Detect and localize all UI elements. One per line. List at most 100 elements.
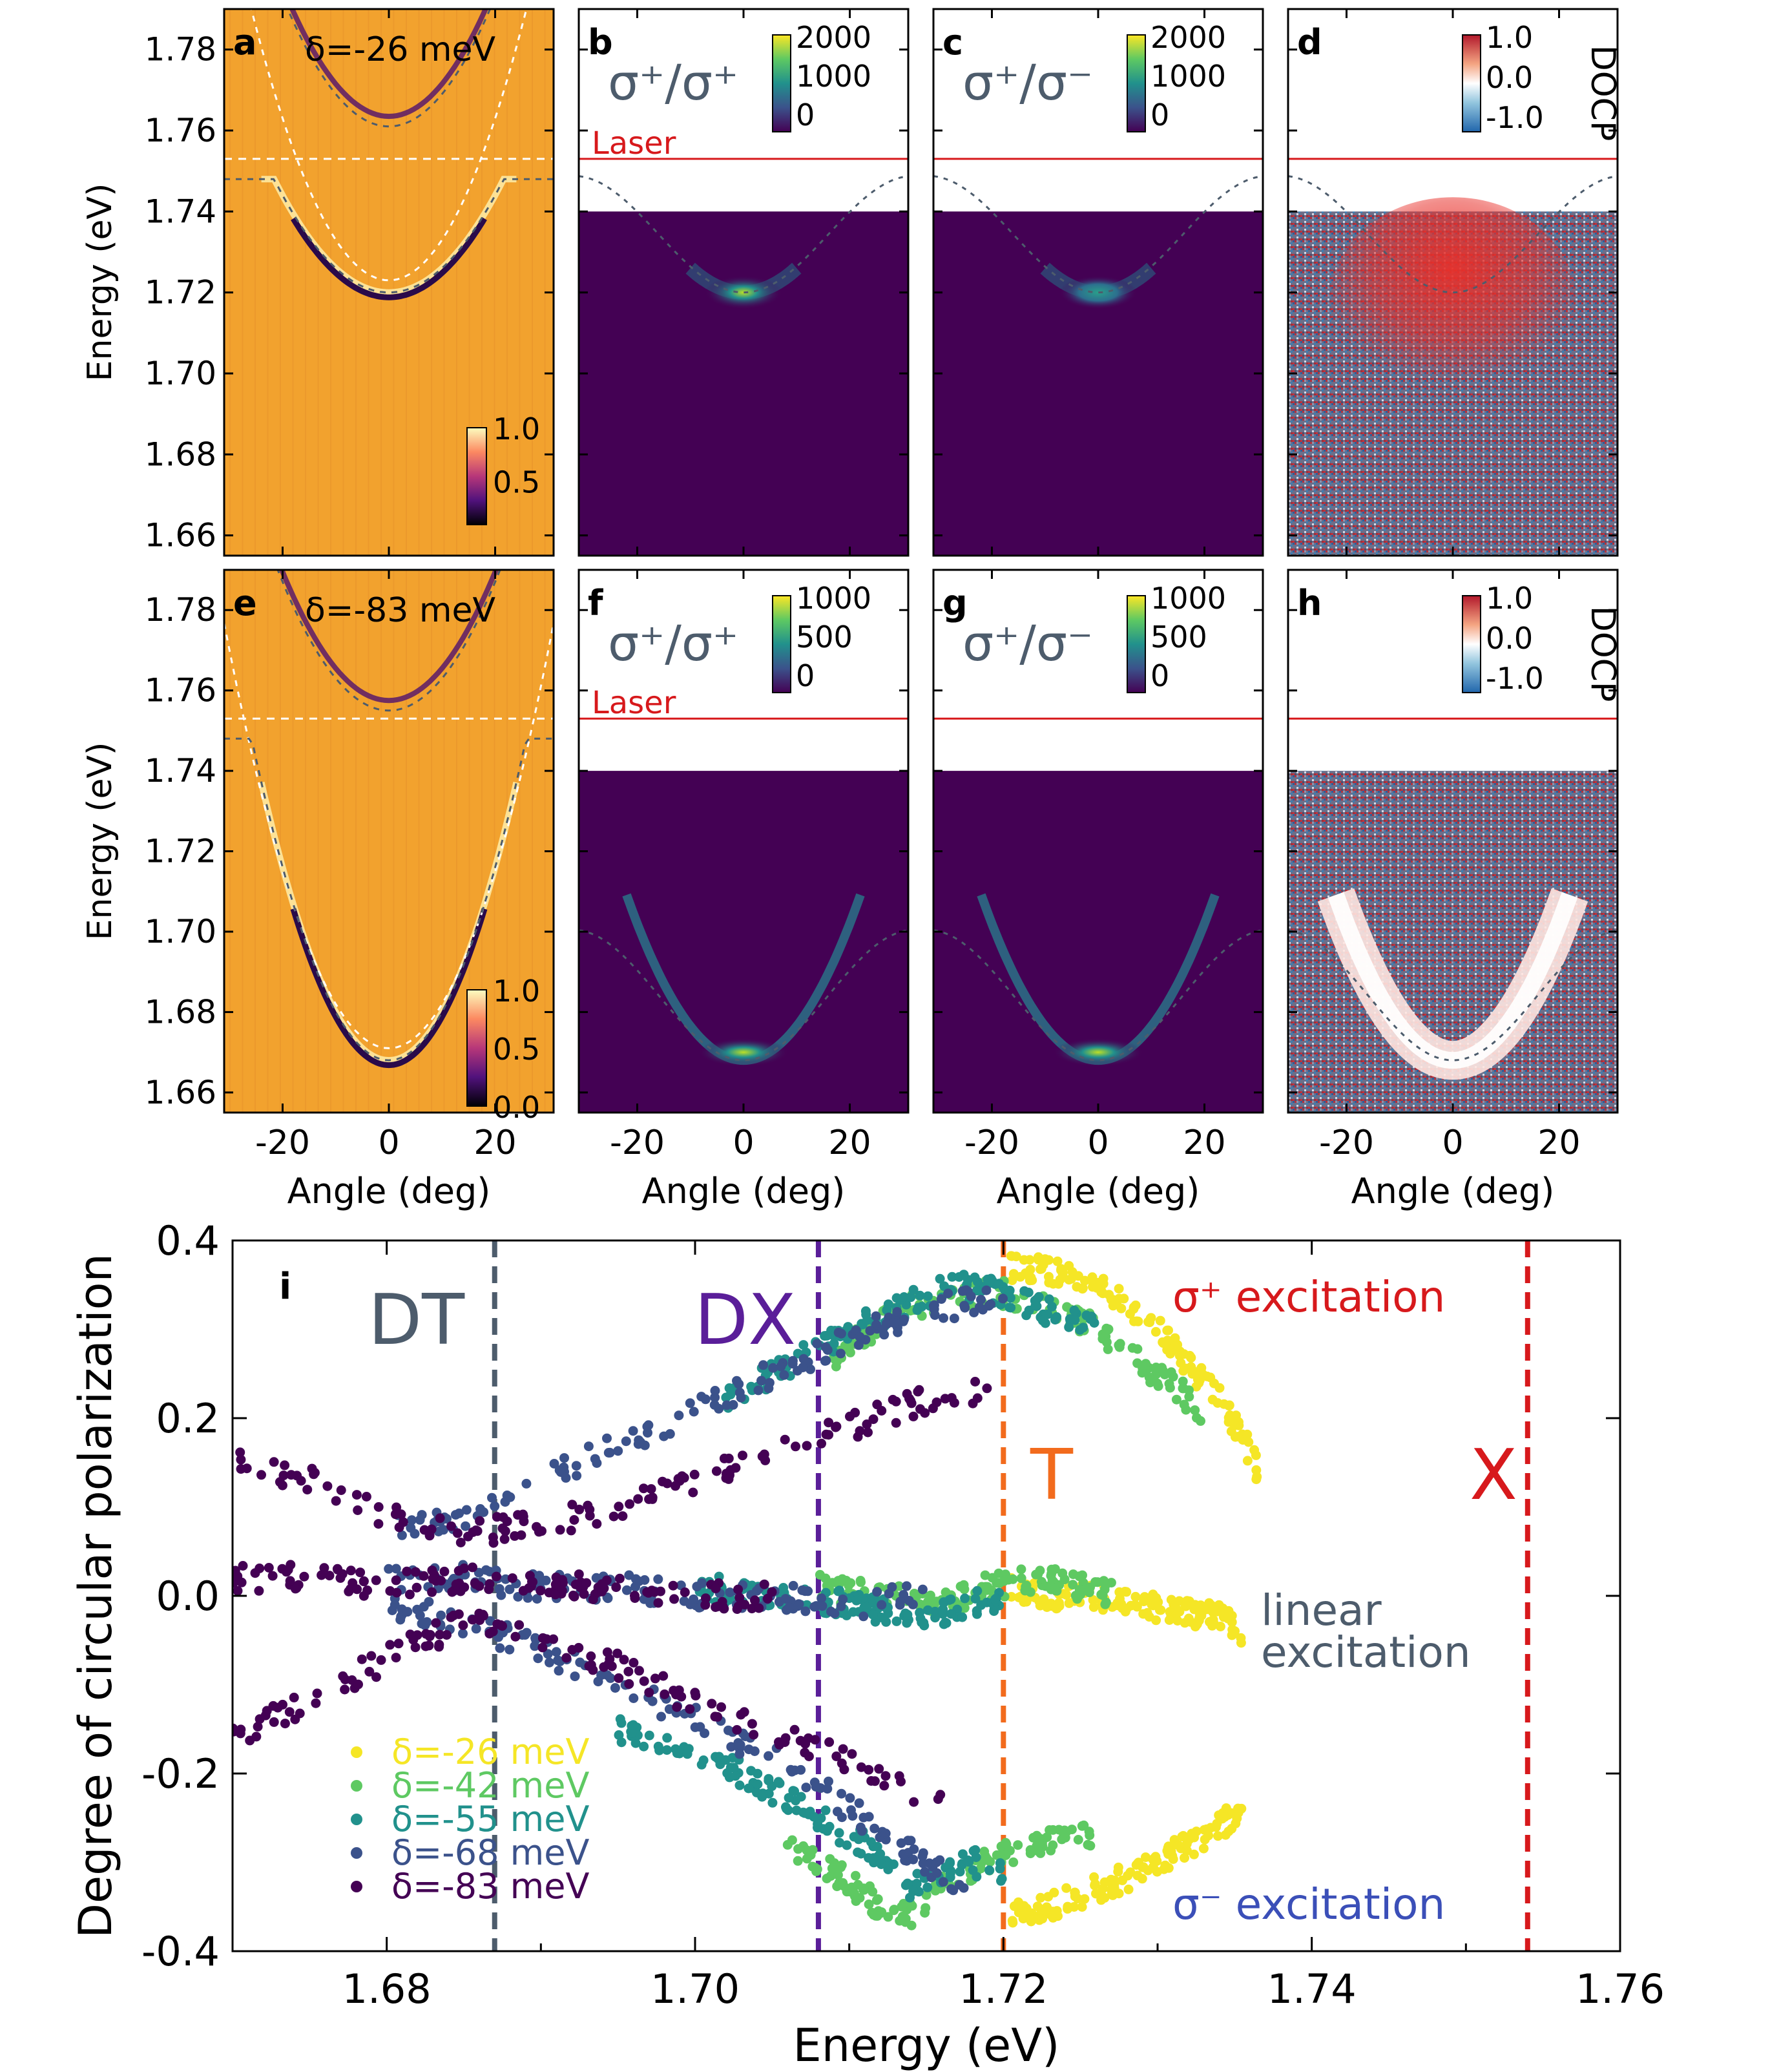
data-point bbox=[436, 1576, 446, 1585]
data-point bbox=[864, 1764, 874, 1775]
data-point bbox=[716, 1702, 726, 1712]
data-point bbox=[780, 1737, 790, 1747]
data-point bbox=[871, 1311, 881, 1321]
data-point bbox=[498, 1512, 508, 1522]
stripe bbox=[292, 570, 294, 1113]
data-point bbox=[623, 1666, 634, 1677]
data-point bbox=[625, 1499, 635, 1509]
stripe bbox=[255, 570, 256, 1113]
data-point bbox=[778, 1583, 789, 1593]
data-point bbox=[410, 1567, 421, 1577]
data-point bbox=[475, 1516, 485, 1526]
data-point bbox=[779, 1370, 789, 1380]
colorbar-tick-label: 2000 bbox=[796, 20, 871, 55]
data-point bbox=[1198, 1369, 1208, 1379]
data-point bbox=[783, 1805, 793, 1816]
data-point bbox=[864, 1899, 874, 1909]
data-point bbox=[788, 1580, 798, 1591]
x-axis-label: Energy (eV) bbox=[793, 2019, 1060, 2072]
detuning-label: δ=-83 meV bbox=[305, 591, 495, 630]
data-point bbox=[478, 1609, 488, 1620]
data-point bbox=[895, 1596, 906, 1607]
data-point bbox=[734, 1780, 745, 1790]
data-point bbox=[749, 1746, 760, 1756]
data-point bbox=[837, 1812, 847, 1823]
energy-tick-label: 1.74 bbox=[145, 752, 216, 790]
data-point bbox=[1113, 1862, 1123, 1872]
data-point bbox=[1120, 1587, 1130, 1596]
data-point bbox=[1215, 1622, 1225, 1631]
stripe bbox=[443, 570, 445, 1113]
data-point bbox=[290, 1584, 300, 1594]
data-point bbox=[863, 1427, 873, 1438]
colorbar-tick-label: 0 bbox=[796, 658, 815, 693]
stripe bbox=[255, 9, 256, 556]
polarization-config: σ⁺/σ⁺ bbox=[608, 54, 738, 111]
data-point bbox=[800, 1739, 811, 1749]
data-point bbox=[793, 1856, 803, 1866]
data-point bbox=[784, 1793, 794, 1803]
data-point bbox=[340, 1684, 350, 1695]
stripe bbox=[393, 9, 395, 556]
data-point bbox=[877, 1600, 887, 1610]
data-point bbox=[638, 1483, 649, 1494]
data-point bbox=[896, 1838, 906, 1848]
energy-tick-label: 1.66 bbox=[145, 1074, 216, 1111]
data-point bbox=[613, 1446, 623, 1456]
angle-tick-label: 20 bbox=[474, 1124, 516, 1162]
data-point bbox=[1233, 1432, 1243, 1442]
data-point bbox=[1166, 1367, 1176, 1377]
colorbar-tick-label: 0.5 bbox=[493, 1032, 540, 1067]
pl-emission-spot bbox=[698, 1038, 789, 1067]
stripe bbox=[342, 570, 344, 1113]
data-point bbox=[280, 1460, 290, 1470]
data-point bbox=[1088, 1602, 1099, 1612]
data-point bbox=[1164, 1615, 1174, 1625]
data-point bbox=[864, 1812, 874, 1822]
stripe bbox=[267, 9, 269, 556]
data-point bbox=[1046, 1301, 1057, 1312]
data-point bbox=[387, 1606, 397, 1615]
data-point bbox=[700, 1600, 711, 1610]
data-point bbox=[1016, 1564, 1026, 1575]
data-point bbox=[1092, 1283, 1102, 1293]
data-point bbox=[644, 1730, 654, 1741]
data-point bbox=[233, 1565, 240, 1576]
data-point bbox=[1173, 1606, 1183, 1616]
data-point bbox=[918, 1858, 928, 1868]
data-point bbox=[280, 1719, 290, 1729]
data-point bbox=[740, 1600, 750, 1610]
data-point bbox=[1177, 1832, 1187, 1842]
colorbar-tick-label: 1000 bbox=[796, 59, 871, 94]
data-point bbox=[364, 1666, 375, 1677]
data-point bbox=[656, 1711, 666, 1722]
stripe bbox=[456, 9, 457, 556]
data-point bbox=[397, 1530, 407, 1540]
data-point bbox=[871, 1895, 882, 1905]
data-point bbox=[1244, 1437, 1254, 1447]
upper-polariton-dip bbox=[278, 570, 499, 704]
data-point bbox=[1150, 1596, 1161, 1606]
data-point bbox=[940, 1617, 950, 1627]
stripe bbox=[368, 9, 369, 556]
energy-tick-label: 1.76 bbox=[145, 672, 216, 709]
data-point bbox=[671, 1690, 681, 1700]
data-point bbox=[236, 1724, 246, 1735]
data-point bbox=[756, 1376, 766, 1386]
data-point bbox=[1125, 1867, 1136, 1878]
data-point bbox=[996, 1876, 1006, 1886]
data-point bbox=[402, 1566, 412, 1576]
data-point bbox=[809, 1812, 819, 1822]
data-point bbox=[251, 1732, 262, 1742]
series-minus bbox=[1007, 1803, 1247, 1928]
data-point bbox=[1163, 1843, 1173, 1853]
data-point bbox=[1090, 1879, 1100, 1889]
colorbar-tick-label: -1.0 bbox=[1486, 100, 1544, 135]
data-point bbox=[395, 1615, 406, 1625]
angle-tick-label: 20 bbox=[1537, 1124, 1580, 1162]
data-point bbox=[909, 1797, 919, 1807]
data-point bbox=[528, 1577, 538, 1587]
data-point bbox=[555, 1525, 565, 1535]
data-point bbox=[541, 1634, 552, 1644]
panel-d: d 1.0 0.0 -1.0 DOCP bbox=[1287, 8, 1622, 557]
